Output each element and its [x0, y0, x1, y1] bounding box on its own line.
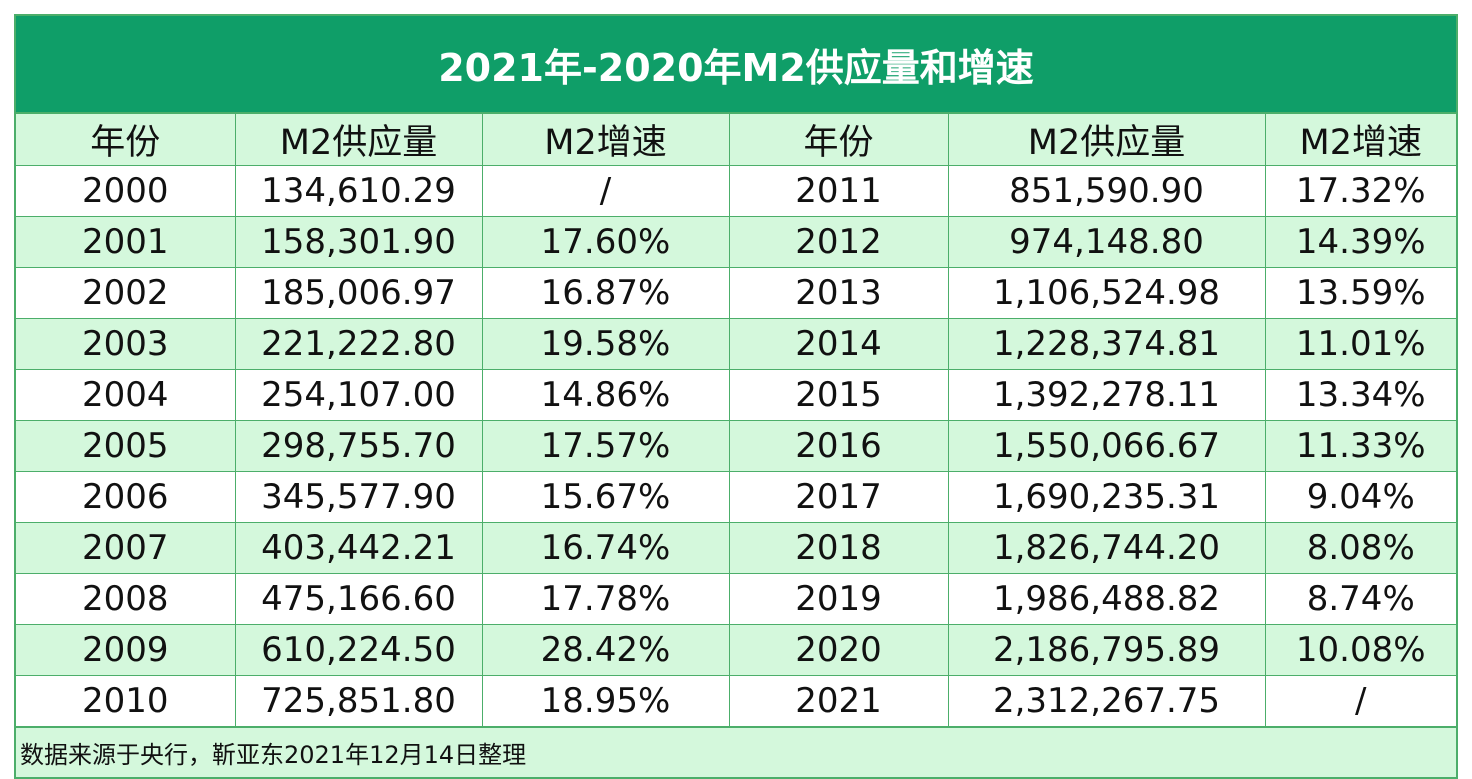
cell-m2-growth: 19.58%: [481, 318, 730, 370]
cell-m2-growth: 28.42%: [481, 624, 730, 676]
cell-year: 2006: [16, 471, 236, 523]
cell-m2-growth: /: [1264, 675, 1456, 727]
cell-m2-growth: 17.57%: [481, 420, 730, 472]
cell-year: 2002: [16, 267, 236, 319]
cell-m2-supply: 475,166.60: [234, 573, 483, 625]
cell-m2-growth: 17.60%: [481, 216, 730, 268]
cell-year: 2001: [16, 216, 236, 268]
cell-year: 2018: [728, 522, 949, 574]
m2-table-container: 2021年-2020年M2供应量和增速 年份 M2供应量 M2增速 年份 M2供…: [14, 14, 1458, 779]
cell-m2-growth: 10.08%: [1264, 624, 1456, 676]
cell-m2-supply: 221,222.80: [234, 318, 483, 370]
column-header-m2-growth: M2增速: [1264, 114, 1456, 166]
cell-year: 2000: [16, 165, 236, 217]
cell-m2-growth: 18.95%: [481, 675, 730, 727]
cell-year: 2010: [16, 675, 236, 727]
table-row: 2003 221,222.80 19.58% 2014 1,228,374.81 11.0…: [16, 318, 1456, 370]
cell-m2-supply: 403,442.21: [234, 522, 483, 574]
cell-m2-growth: 16.87%: [481, 267, 730, 319]
cell-m2-supply: 851,590.90: [947, 165, 1266, 217]
cell-m2-growth: 17.32%: [1264, 165, 1456, 217]
table-title: 2021年-2020年M2供应量和增速: [16, 16, 1456, 114]
table-row: 2004 254,107.00 14.86% 2015 1,392,278.11 13.3…: [16, 369, 1456, 421]
cell-m2-supply: 254,107.00: [234, 369, 483, 421]
cell-year: 2003: [16, 318, 236, 370]
cell-year: 2015: [728, 369, 949, 421]
cell-year: 2014: [728, 318, 949, 370]
cell-year: 2020: [728, 624, 949, 676]
cell-m2-supply: 1,690,235.31: [947, 471, 1266, 523]
table-body: 2000 134,610.29/2011 851,590.90 17.32% 2001 1…: [16, 165, 1456, 727]
cell-m2-growth: /: [481, 165, 730, 217]
column-header-m2-supply: M2供应量: [234, 114, 483, 166]
source-note: 数据来源于央行，靳亚东2021年12月14日整理: [16, 727, 1456, 777]
header-row: 年份 M2供应量 M2增速 年份 M2供应量 M2增速: [16, 114, 1456, 166]
cell-year: 2007: [16, 522, 236, 574]
cell-m2-growth: 9.04%: [1264, 471, 1456, 523]
table-row: 2007 403,442.21 16.74% 2018 1,826,744.20 8.08…: [16, 522, 1456, 574]
column-header-m2-supply: M2供应量: [947, 114, 1266, 166]
cell-year: 2005: [16, 420, 236, 472]
table-row: 2010 725,851.80 18.95% 2021 2,312,267.75/: [16, 675, 1456, 727]
cell-m2-supply: 1,106,524.98: [947, 267, 1266, 319]
cell-year: 2013: [728, 267, 949, 319]
table-row: 2001 158,301.90 17.60% 2012 974,148.80 14.39%: [16, 216, 1456, 268]
cell-year: 2019: [728, 573, 949, 625]
table-row: 2008 475,166.60 17.78% 2019 1,986,488.82 8.74…: [16, 573, 1456, 625]
cell-m2-supply: 1,228,374.81: [947, 318, 1266, 370]
cell-year: 2017: [728, 471, 949, 523]
table-row: 2005 298,755.70 17.57% 2016 1,550,066.67 11.3…: [16, 420, 1456, 472]
cell-m2-growth: 11.33%: [1264, 420, 1456, 472]
cell-year: 2021: [728, 675, 949, 727]
cell-m2-supply: 1,826,744.20: [947, 522, 1266, 574]
table-row: 2006 345,577.90 15.67% 2017 1,690,235.31 9.04…: [16, 471, 1456, 523]
cell-m2-supply: 974,148.80: [947, 216, 1266, 268]
cell-m2-growth: 14.39%: [1264, 216, 1456, 268]
cell-m2-growth: 14.86%: [481, 369, 730, 421]
cell-year: 2009: [16, 624, 236, 676]
cell-m2-supply: 158,301.90: [234, 216, 483, 268]
cell-m2-supply: 1,986,488.82: [947, 573, 1266, 625]
cell-m2-supply: 610,224.50: [234, 624, 483, 676]
cell-year: 2004: [16, 369, 236, 421]
cell-m2-growth: 16.74%: [481, 522, 730, 574]
column-header-year: 年份: [728, 114, 949, 166]
cell-m2-growth: 13.59%: [1264, 267, 1456, 319]
cell-m2-supply: 298,755.70: [234, 420, 483, 472]
cell-m2-supply: 134,610.29: [234, 165, 483, 217]
cell-m2-supply: 2,186,795.89: [947, 624, 1266, 676]
cell-m2-growth: 11.01%: [1264, 318, 1456, 370]
cell-m2-supply: 345,577.90: [234, 471, 483, 523]
table-row: 2000 134,610.29/2011 851,590.90 17.32%: [16, 165, 1456, 217]
column-header-m2-growth: M2增速: [481, 114, 730, 166]
table-row: 2009 610,224.50 28.42% 2020 2,186,795.89 10.0…: [16, 624, 1456, 676]
cell-year: 2008: [16, 573, 236, 625]
cell-m2-growth: 8.74%: [1264, 573, 1456, 625]
cell-m2-growth: 8.08%: [1264, 522, 1456, 574]
cell-m2-growth: 13.34%: [1264, 369, 1456, 421]
cell-year: 2011: [728, 165, 949, 217]
cell-m2-supply: 1,550,066.67: [947, 420, 1266, 472]
column-header-year: 年份: [16, 114, 236, 166]
table-row: 2002 185,006.97 16.87% 2013 1,106,524.98 13.5…: [16, 267, 1456, 319]
cell-year: 2016: [728, 420, 949, 472]
cell-m2-supply: 725,851.80: [234, 675, 483, 727]
m2-data-table: 年份 M2供应量 M2增速 年份 M2供应量 M2增速 2000 134,610.…: [16, 114, 1456, 727]
cell-m2-supply: 185,006.97: [234, 267, 483, 319]
cell-m2-supply: 1,392,278.11: [947, 369, 1266, 421]
cell-year: 2012: [728, 216, 949, 268]
cell-m2-growth: 17.78%: [481, 573, 730, 625]
cell-m2-supply: 2,312,267.75: [947, 675, 1266, 727]
cell-m2-growth: 15.67%: [481, 471, 730, 523]
